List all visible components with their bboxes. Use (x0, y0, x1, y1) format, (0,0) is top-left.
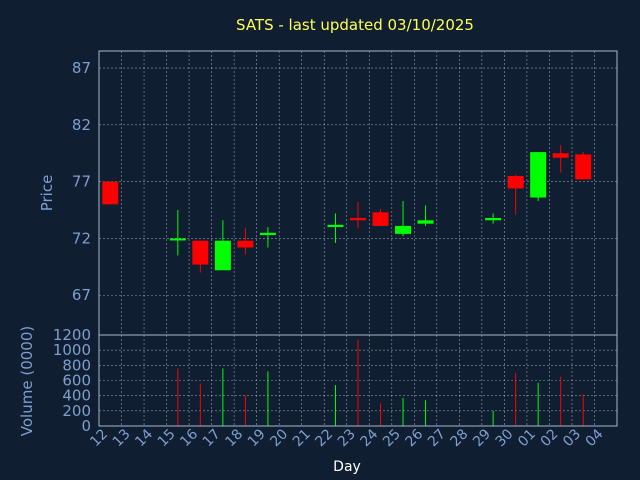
candle-19 (259, 227, 276, 248)
price-axis-label: Price (38, 175, 56, 212)
candle-body (350, 217, 366, 221)
day-tick-label: 22 (312, 426, 336, 450)
candle-body (192, 240, 209, 265)
volume-tick-label: 600 (62, 372, 91, 390)
volume-tick-label: 1000 (53, 341, 91, 359)
candle-body (237, 240, 254, 248)
candle-16 (192, 240, 209, 273)
day-tick-label: 17 (200, 426, 224, 450)
day-tick-label: 01 (515, 426, 539, 450)
day-tick-label: 02 (538, 426, 562, 450)
day-tick-label: 29 (470, 426, 494, 450)
day-tick-label: 20 (267, 426, 291, 450)
price-tick-label: 77 (72, 173, 91, 191)
day-tick-label: 23 (335, 426, 359, 450)
day-tick-label: 14 (132, 426, 156, 450)
candle-body (214, 240, 231, 271)
candle-02 (552, 145, 569, 173)
volume-tick-label: 200 (62, 402, 91, 420)
day-tick-label: 04 (583, 426, 607, 450)
candle-15 (169, 210, 186, 256)
day-tick-label: 13 (110, 426, 134, 450)
price-tick-label: 82 (72, 116, 91, 134)
volume-tick-label: 800 (62, 356, 91, 374)
day-tick-label: 24 (357, 426, 381, 450)
day-tick-label: 21 (290, 426, 314, 450)
volume-bar-series (177, 339, 584, 426)
candle-03 (575, 152, 592, 180)
day-tick-label: 18 (222, 426, 246, 450)
candle-22 (327, 213, 344, 243)
price-tick-label: 72 (72, 229, 91, 247)
candle-body (327, 224, 344, 228)
candle-body (485, 217, 502, 221)
day-tick-label: 19 (245, 426, 269, 450)
volume-tick-label: 1200 (53, 326, 91, 344)
day-tick-label: 25 (380, 426, 404, 450)
volume-tick-label: 0 (81, 417, 91, 435)
day-tick-label: 26 (403, 426, 427, 450)
candle-body (395, 225, 412, 234)
volume-axis-label: Volume (0000) (18, 326, 36, 436)
price-axis-ticks: 67 72 77 82 87 (72, 59, 91, 304)
candle-01 (530, 152, 547, 201)
volume-plot-frame (98, 334, 618, 427)
candle-body (259, 232, 276, 236)
candle-body (102, 181, 119, 205)
candle-body (169, 238, 186, 241)
day-axis-label: Day (333, 459, 361, 475)
candle-body (507, 175, 524, 189)
candle-body (530, 152, 547, 198)
candle-12 (102, 181, 119, 205)
candlestick-series (102, 145, 592, 273)
volume-gridlines (99, 334, 617, 427)
candle-body (372, 212, 389, 226)
candle-body (417, 220, 434, 224)
candle-25 (395, 200, 412, 237)
candle-30 (507, 174, 524, 215)
candle-18 (237, 228, 254, 255)
day-tick-label: 16 (177, 426, 201, 450)
price-tick-label: 87 (72, 59, 91, 77)
day-tick-label: 15 (155, 426, 179, 450)
day-tick-label: 27 (425, 426, 449, 450)
candle-24 (372, 208, 389, 226)
day-tick-label: 28 (448, 426, 472, 450)
day-axis-ticks: 1213141516171819202122232425262728293001… (87, 426, 606, 450)
day-tick-label: 03 (560, 426, 584, 450)
price-gridlines (99, 51, 617, 335)
day-tick-label: 30 (493, 426, 517, 450)
candle-26 (417, 205, 434, 226)
candle-body (552, 153, 569, 158)
price-tick-label: 67 (72, 286, 91, 304)
candle-body (575, 154, 592, 180)
candle-23 (350, 202, 366, 229)
chart-title: SATS - last updated 03/10/2025 (236, 16, 474, 34)
candle-17 (214, 220, 231, 271)
volume-tick-label: 400 (62, 387, 91, 405)
candle-29 (485, 213, 502, 224)
